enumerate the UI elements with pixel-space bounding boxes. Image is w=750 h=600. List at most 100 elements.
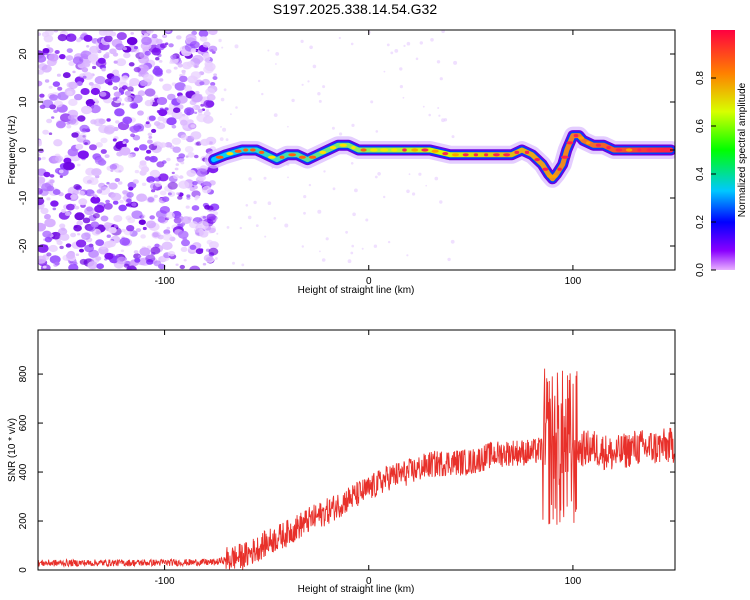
noise-blob bbox=[93, 118, 104, 127]
ridge-peak bbox=[339, 143, 348, 147]
noise-speck bbox=[273, 217, 277, 220]
noise-speck bbox=[222, 127, 227, 132]
ridge-peak bbox=[391, 148, 398, 152]
noise-blob bbox=[138, 219, 146, 225]
noise-blob bbox=[59, 223, 66, 229]
noise-blob bbox=[156, 110, 161, 113]
noise-blob bbox=[66, 82, 75, 88]
noise-blob bbox=[137, 110, 144, 116]
noise-blob bbox=[78, 132, 87, 140]
noise-blob bbox=[140, 234, 146, 239]
noise-speck bbox=[415, 57, 419, 61]
ridge-peak bbox=[566, 141, 574, 145]
noise-blob bbox=[180, 246, 188, 252]
noise-blob bbox=[161, 241, 173, 250]
noise-blob bbox=[136, 193, 148, 202]
noise-blob bbox=[88, 177, 99, 185]
y-tick-label: 0 bbox=[18, 147, 29, 153]
noise-blob bbox=[155, 57, 160, 61]
noise-speck bbox=[255, 224, 259, 228]
spectrogram-x-label: Height of straight line (km) bbox=[298, 285, 415, 296]
noise-speck bbox=[408, 173, 411, 176]
noise-blob bbox=[74, 205, 80, 210]
noise-blob bbox=[187, 39, 192, 44]
noise-blob bbox=[46, 197, 51, 201]
noise-blob bbox=[96, 263, 104, 270]
noise-blob bbox=[212, 76, 218, 80]
noise-blob bbox=[116, 58, 127, 67]
x-tick-label: 0 bbox=[366, 276, 372, 287]
noise-blob bbox=[112, 200, 119, 205]
noise-blob bbox=[68, 61, 75, 66]
noise-blob bbox=[180, 119, 188, 126]
noise-blob bbox=[68, 98, 78, 106]
noise-blob bbox=[52, 81, 61, 87]
noise-blob bbox=[55, 155, 64, 162]
noise-blob bbox=[146, 149, 152, 154]
noise-speck bbox=[218, 38, 222, 43]
noise-blob bbox=[166, 226, 171, 230]
noise-blob bbox=[197, 108, 203, 113]
ridge-peak bbox=[308, 155, 317, 159]
noise-blob bbox=[48, 244, 58, 253]
noise-blob bbox=[131, 202, 137, 207]
noise-blob bbox=[149, 169, 161, 178]
noise-blob bbox=[158, 60, 163, 63]
noise-blob bbox=[48, 132, 53, 135]
noise-blob bbox=[38, 222, 46, 232]
noise-blob bbox=[77, 233, 81, 236]
ridge-peak bbox=[586, 141, 591, 145]
noise-speck bbox=[365, 218, 369, 222]
noise-blob bbox=[146, 176, 156, 183]
noise-blob bbox=[182, 72, 186, 75]
noise-speck bbox=[412, 192, 416, 196]
noise-blob bbox=[48, 85, 53, 89]
noise-blob bbox=[130, 133, 136, 138]
noise-blob bbox=[38, 54, 47, 63]
noise-blob bbox=[126, 37, 138, 46]
noise-blob bbox=[64, 211, 71, 216]
noise-blob bbox=[147, 132, 153, 137]
colorbar-tick-label: 0.6 bbox=[695, 119, 706, 133]
noise-blob bbox=[179, 75, 188, 83]
noise-blob bbox=[177, 63, 183, 68]
noise-blob bbox=[207, 205, 214, 211]
noise-blob bbox=[178, 153, 186, 159]
noise-blob bbox=[70, 232, 77, 238]
noise-blob bbox=[74, 76, 85, 84]
noise-blob bbox=[192, 181, 198, 186]
noise-blob bbox=[105, 52, 110, 56]
noise-blob bbox=[44, 79, 50, 83]
noise-blob bbox=[116, 32, 127, 41]
y-tick-label: 800 bbox=[18, 365, 29, 382]
noise-speck bbox=[437, 107, 440, 109]
ridge-peak bbox=[503, 153, 511, 157]
noise-blob bbox=[41, 156, 46, 160]
noise-blob bbox=[126, 265, 137, 270]
noise-blob bbox=[101, 68, 106, 72]
noise-blob bbox=[124, 96, 132, 103]
noise-blob bbox=[160, 43, 167, 49]
noise-speck bbox=[399, 85, 403, 89]
noise-speck bbox=[350, 42, 354, 46]
noise-speck bbox=[361, 247, 364, 250]
noise-blob bbox=[131, 210, 143, 219]
noise-blob bbox=[118, 204, 127, 212]
noise-blob bbox=[65, 33, 77, 42]
noise-blob bbox=[167, 93, 176, 101]
noise-speck bbox=[430, 38, 434, 42]
noise-blob bbox=[91, 168, 102, 177]
noise-blob bbox=[156, 97, 168, 105]
noise-blob bbox=[78, 190, 85, 196]
noise-blob bbox=[53, 109, 58, 113]
noise-blob bbox=[44, 213, 51, 220]
noise-blob bbox=[189, 244, 197, 250]
noise-blob bbox=[84, 207, 95, 216]
noise-speck bbox=[402, 96, 405, 99]
noise-blob bbox=[38, 176, 46, 184]
noise-speck bbox=[247, 215, 252, 220]
noise-speck bbox=[451, 135, 455, 139]
noise-blob bbox=[144, 88, 156, 97]
noise-blob bbox=[206, 239, 213, 245]
noise-blob bbox=[42, 230, 52, 238]
